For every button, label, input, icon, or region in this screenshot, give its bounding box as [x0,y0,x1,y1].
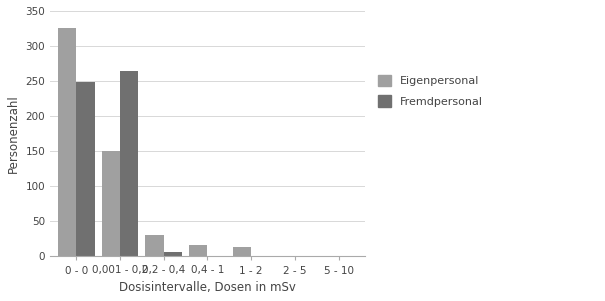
X-axis label: Dosisintervalle, Dosen in mSv: Dosisintervalle, Dosen in mSv [119,281,296,294]
Bar [233,247,251,256]
Y-axis label: Personenzahl: Personenzahl [7,94,20,173]
Bar [58,29,76,256]
Bar [76,82,95,256]
Bar [145,235,164,256]
Bar [164,252,182,256]
Bar [120,70,139,256]
Legend: Eigenpersonal, Fremdpersonal: Eigenpersonal, Fremdpersonal [373,70,488,111]
Bar [102,151,120,256]
Bar [189,245,208,256]
